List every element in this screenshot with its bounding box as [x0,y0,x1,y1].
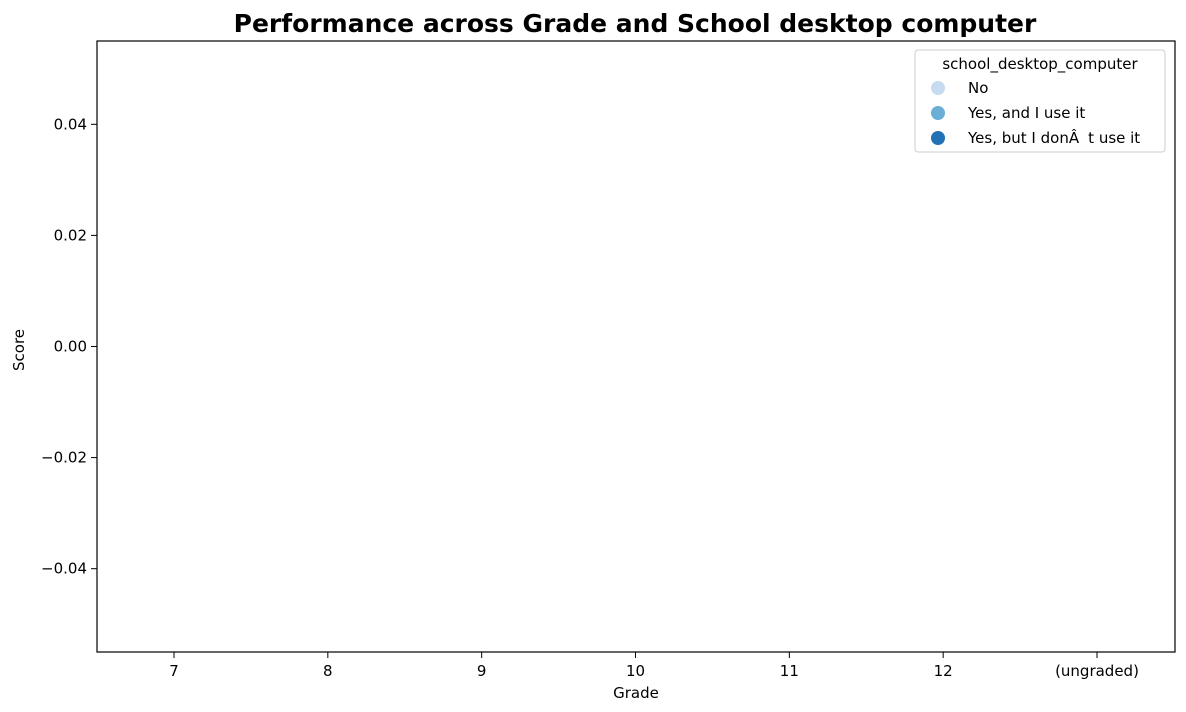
x-axis-label: Grade [613,684,659,702]
x-axis: 7 8 9 10 11 12 (ungraded) [169,652,1139,680]
legend-label: Yes, and I use it [967,104,1085,122]
y-tick-label: −0.04 [41,560,87,578]
x-tick-label: 12 [934,662,953,680]
x-tick-label: (ungraded) [1055,662,1139,680]
y-tick-label: 0.00 [54,338,87,356]
y-tick-label: 0.02 [54,226,87,244]
legend-marker [931,81,945,95]
x-tick-label: 10 [626,662,645,680]
y-tick-label: −0.02 [41,449,87,467]
y-axis: −0.04 −0.02 0.00 0.02 0.04 [41,115,97,578]
legend-marker [931,106,945,120]
legend-label: Yes, but I donÂt use it [967,128,1140,147]
y-axis-label: Score [10,329,28,371]
chart-title: Performance across Grade and School desk… [234,9,1037,38]
legend-entries: No Yes, and I use it Yes, but I donÂt use… [931,79,1140,147]
legend-label: No [968,79,988,97]
legend: school_desktop_computer No Yes, and I use… [914,49,1166,153]
x-tick-label: 9 [477,662,487,680]
x-tick-label: 11 [780,662,799,680]
legend-marker [931,131,945,145]
x-tick-label: 7 [169,662,179,680]
x-tick-label: 8 [323,662,333,680]
legend-title: school_desktop_computer [942,55,1138,74]
legend-box [914,49,1166,153]
y-tick-label: 0.04 [54,115,87,133]
